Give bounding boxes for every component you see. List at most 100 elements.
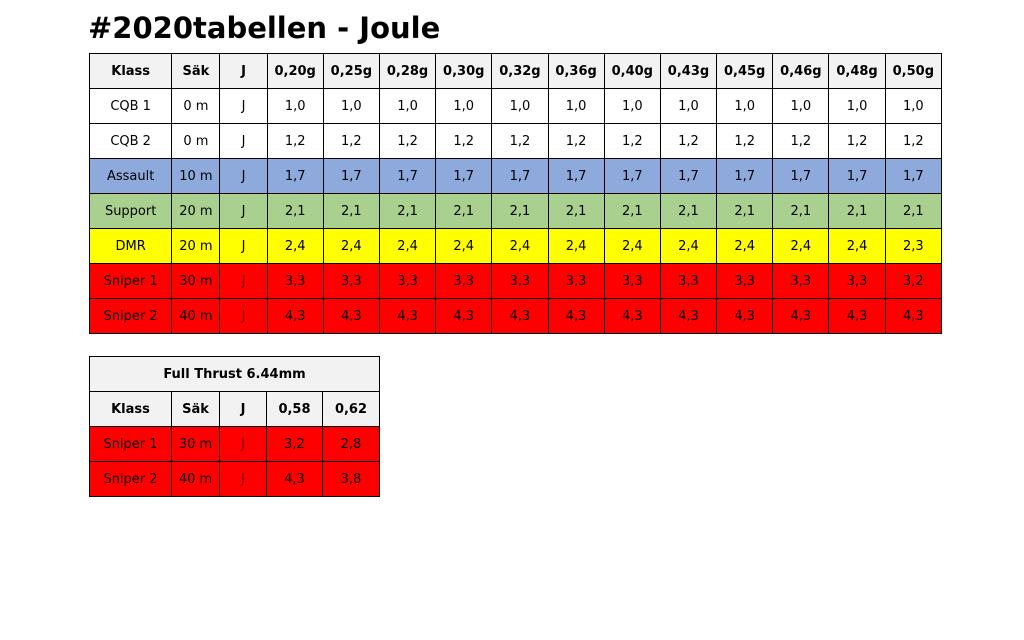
distance-cell: 0 m bbox=[171, 123, 221, 159]
column-header: Klass bbox=[89, 391, 172, 427]
table-header-row: Klass Säk J 0,58 0,62 bbox=[89, 391, 380, 427]
column-header: 0,50g bbox=[884, 53, 943, 89]
joule-value-cell: 4,3 bbox=[716, 298, 774, 334]
joule-value-cell: 1,2 bbox=[322, 123, 380, 159]
joule-unit-cell: J bbox=[219, 123, 268, 159]
joule-value-cell: 2,1 bbox=[884, 193, 943, 229]
joule-value-cell: 1,7 bbox=[772, 158, 830, 194]
joule-value-cell: 1,2 bbox=[659, 123, 718, 159]
joule-value-cell: 2,4 bbox=[828, 228, 886, 264]
joule-value-cell: 3,3 bbox=[772, 263, 830, 299]
joule-value-cell: 2,4 bbox=[491, 228, 549, 264]
distance-cell: 20 m bbox=[171, 193, 221, 229]
joule-value-cell: 2,1 bbox=[659, 193, 718, 229]
joule-value-cell: 2,1 bbox=[547, 193, 605, 229]
joule-value-cell: 1,0 bbox=[828, 88, 886, 124]
joule-value-cell: 4,3 bbox=[547, 298, 605, 334]
joule-value-cell: 3,3 bbox=[491, 263, 549, 299]
distance-cell: 0 m bbox=[171, 88, 221, 124]
distance-cell: 10 m bbox=[171, 158, 221, 194]
joule-value-cell: 4,3 bbox=[322, 298, 380, 334]
table-row: Sniper 1 30 m J 3,2 2,8 bbox=[89, 426, 380, 462]
joule-value-cell: 2,4 bbox=[603, 228, 661, 264]
column-header: 0,32g bbox=[491, 53, 549, 89]
joule-value-cell: 2,4 bbox=[772, 228, 830, 264]
column-header: Säk bbox=[171, 53, 221, 89]
joule-value-cell: 1,2 bbox=[266, 123, 324, 159]
joule-value-cell: 1,0 bbox=[378, 88, 437, 124]
joule-value-cell: 3,3 bbox=[378, 263, 437, 299]
joule-value-cell: 3,3 bbox=[322, 263, 380, 299]
table-row: DMR 20 m J 2,4 2,4 2,4 2,4 2,4 2,4 2,4 2,4 2,4 2,4 2,… bbox=[88, 228, 943, 264]
full-thrust-table: Full Thrust 6.44mm Klass Säk J 0,58 0,62 Sni… bbox=[89, 356, 380, 497]
joule-value-cell: 3,3 bbox=[435, 263, 493, 299]
joule-value-cell: 1,0 bbox=[547, 88, 605, 124]
joule-value-cell: 1,2 bbox=[884, 123, 943, 159]
joule-value-cell: 1,7 bbox=[547, 158, 605, 194]
column-header: 0,43g bbox=[659, 53, 718, 89]
joule-unit-cell: J bbox=[219, 298, 268, 334]
joule-unit-cell: J bbox=[219, 158, 268, 194]
joule-value-cell: 1,0 bbox=[435, 88, 493, 124]
joule-value-cell: 2,4 bbox=[266, 228, 324, 264]
joule-value-cell: 4,3 bbox=[266, 298, 324, 334]
joule-value-cell: 2,4 bbox=[659, 228, 718, 264]
distance-cell: 40 m bbox=[171, 298, 221, 334]
joule-value-cell: 3,3 bbox=[659, 263, 718, 299]
joule-value-cell: 1,7 bbox=[659, 158, 718, 194]
joule-value-cell: 1,2 bbox=[435, 123, 493, 159]
joule-value-cell: 2,1 bbox=[772, 193, 830, 229]
joule-value-cell: 1,7 bbox=[435, 158, 493, 194]
joule-value-cell: 3,3 bbox=[266, 263, 324, 299]
joule-value-cell: 1,2 bbox=[547, 123, 605, 159]
joule-value-cell: 4,3 bbox=[491, 298, 549, 334]
class-cell: Support bbox=[88, 193, 173, 229]
column-header: Säk bbox=[171, 391, 220, 427]
joule-value-cell: 4,3 bbox=[884, 298, 943, 334]
joule-value-cell: 2,4 bbox=[322, 228, 380, 264]
joule-value-cell: 3,3 bbox=[547, 263, 605, 299]
class-cell: CQB 1 bbox=[88, 88, 173, 124]
joule-value-cell: 3,8 bbox=[322, 461, 380, 497]
joule-value-cell: 4,3 bbox=[828, 298, 886, 334]
class-cell: Sniper 1 bbox=[88, 263, 173, 299]
table-row: Sniper 1 30 m J 3,3 3,3 3,3 3,3 3,3 3,3 3,3 3,3 3,3… bbox=[88, 263, 943, 299]
table-header-row: Klass Säk J 0,20g 0,25g 0,28g 0,30g 0,32g 0,36g 0… bbox=[88, 53, 943, 89]
column-header: 0,30g bbox=[435, 53, 493, 89]
joule-value-cell: 1,7 bbox=[491, 158, 549, 194]
joule-value-cell: 2,4 bbox=[716, 228, 774, 264]
column-header: 0,48g bbox=[828, 53, 886, 89]
joule-value-cell: 2,4 bbox=[435, 228, 493, 264]
joule-value-cell: 2,4 bbox=[378, 228, 437, 264]
joule-value-cell: 2,1 bbox=[828, 193, 886, 229]
joule-value-cell: 4,3 bbox=[266, 461, 323, 497]
joule-value-cell: 4,3 bbox=[435, 298, 493, 334]
joule-value-cell: 2,1 bbox=[603, 193, 661, 229]
joule-value-cell: 1,0 bbox=[716, 88, 774, 124]
joule-value-cell: 1,0 bbox=[491, 88, 549, 124]
joule-value-cell: 1,7 bbox=[828, 158, 886, 194]
column-header: 0,45g bbox=[716, 53, 774, 89]
joule-value-cell: 2,1 bbox=[378, 193, 437, 229]
column-header: 0,62 bbox=[322, 391, 380, 427]
distance-cell: 30 m bbox=[171, 263, 221, 299]
column-header: 0,46g bbox=[772, 53, 830, 89]
joule-value-cell: 2,1 bbox=[491, 193, 549, 229]
joule-value-cell: 2,4 bbox=[547, 228, 605, 264]
column-header: 0,40g bbox=[603, 53, 661, 89]
column-header: 0,36g bbox=[547, 53, 605, 89]
joule-value-cell: 2,1 bbox=[435, 193, 493, 229]
joule-value-cell: 1,7 bbox=[603, 158, 661, 194]
joule-value-cell: 2,1 bbox=[266, 193, 324, 229]
class-cell: Sniper 2 bbox=[89, 461, 172, 497]
full-thrust-caption: Full Thrust 6.44mm bbox=[89, 356, 380, 392]
joule-value-cell: 1,7 bbox=[266, 158, 324, 194]
joule-unit-cell: J bbox=[219, 461, 267, 497]
joule-value-cell: 1,7 bbox=[322, 158, 380, 194]
joule-value-cell: 1,7 bbox=[378, 158, 437, 194]
column-header: Klass bbox=[88, 53, 173, 89]
class-cell: CQB 2 bbox=[88, 123, 173, 159]
table-row: Assault 10 m J 1,7 1,7 1,7 1,7 1,7 1,7 1,7 1,7 1,7 1… bbox=[88, 158, 943, 194]
